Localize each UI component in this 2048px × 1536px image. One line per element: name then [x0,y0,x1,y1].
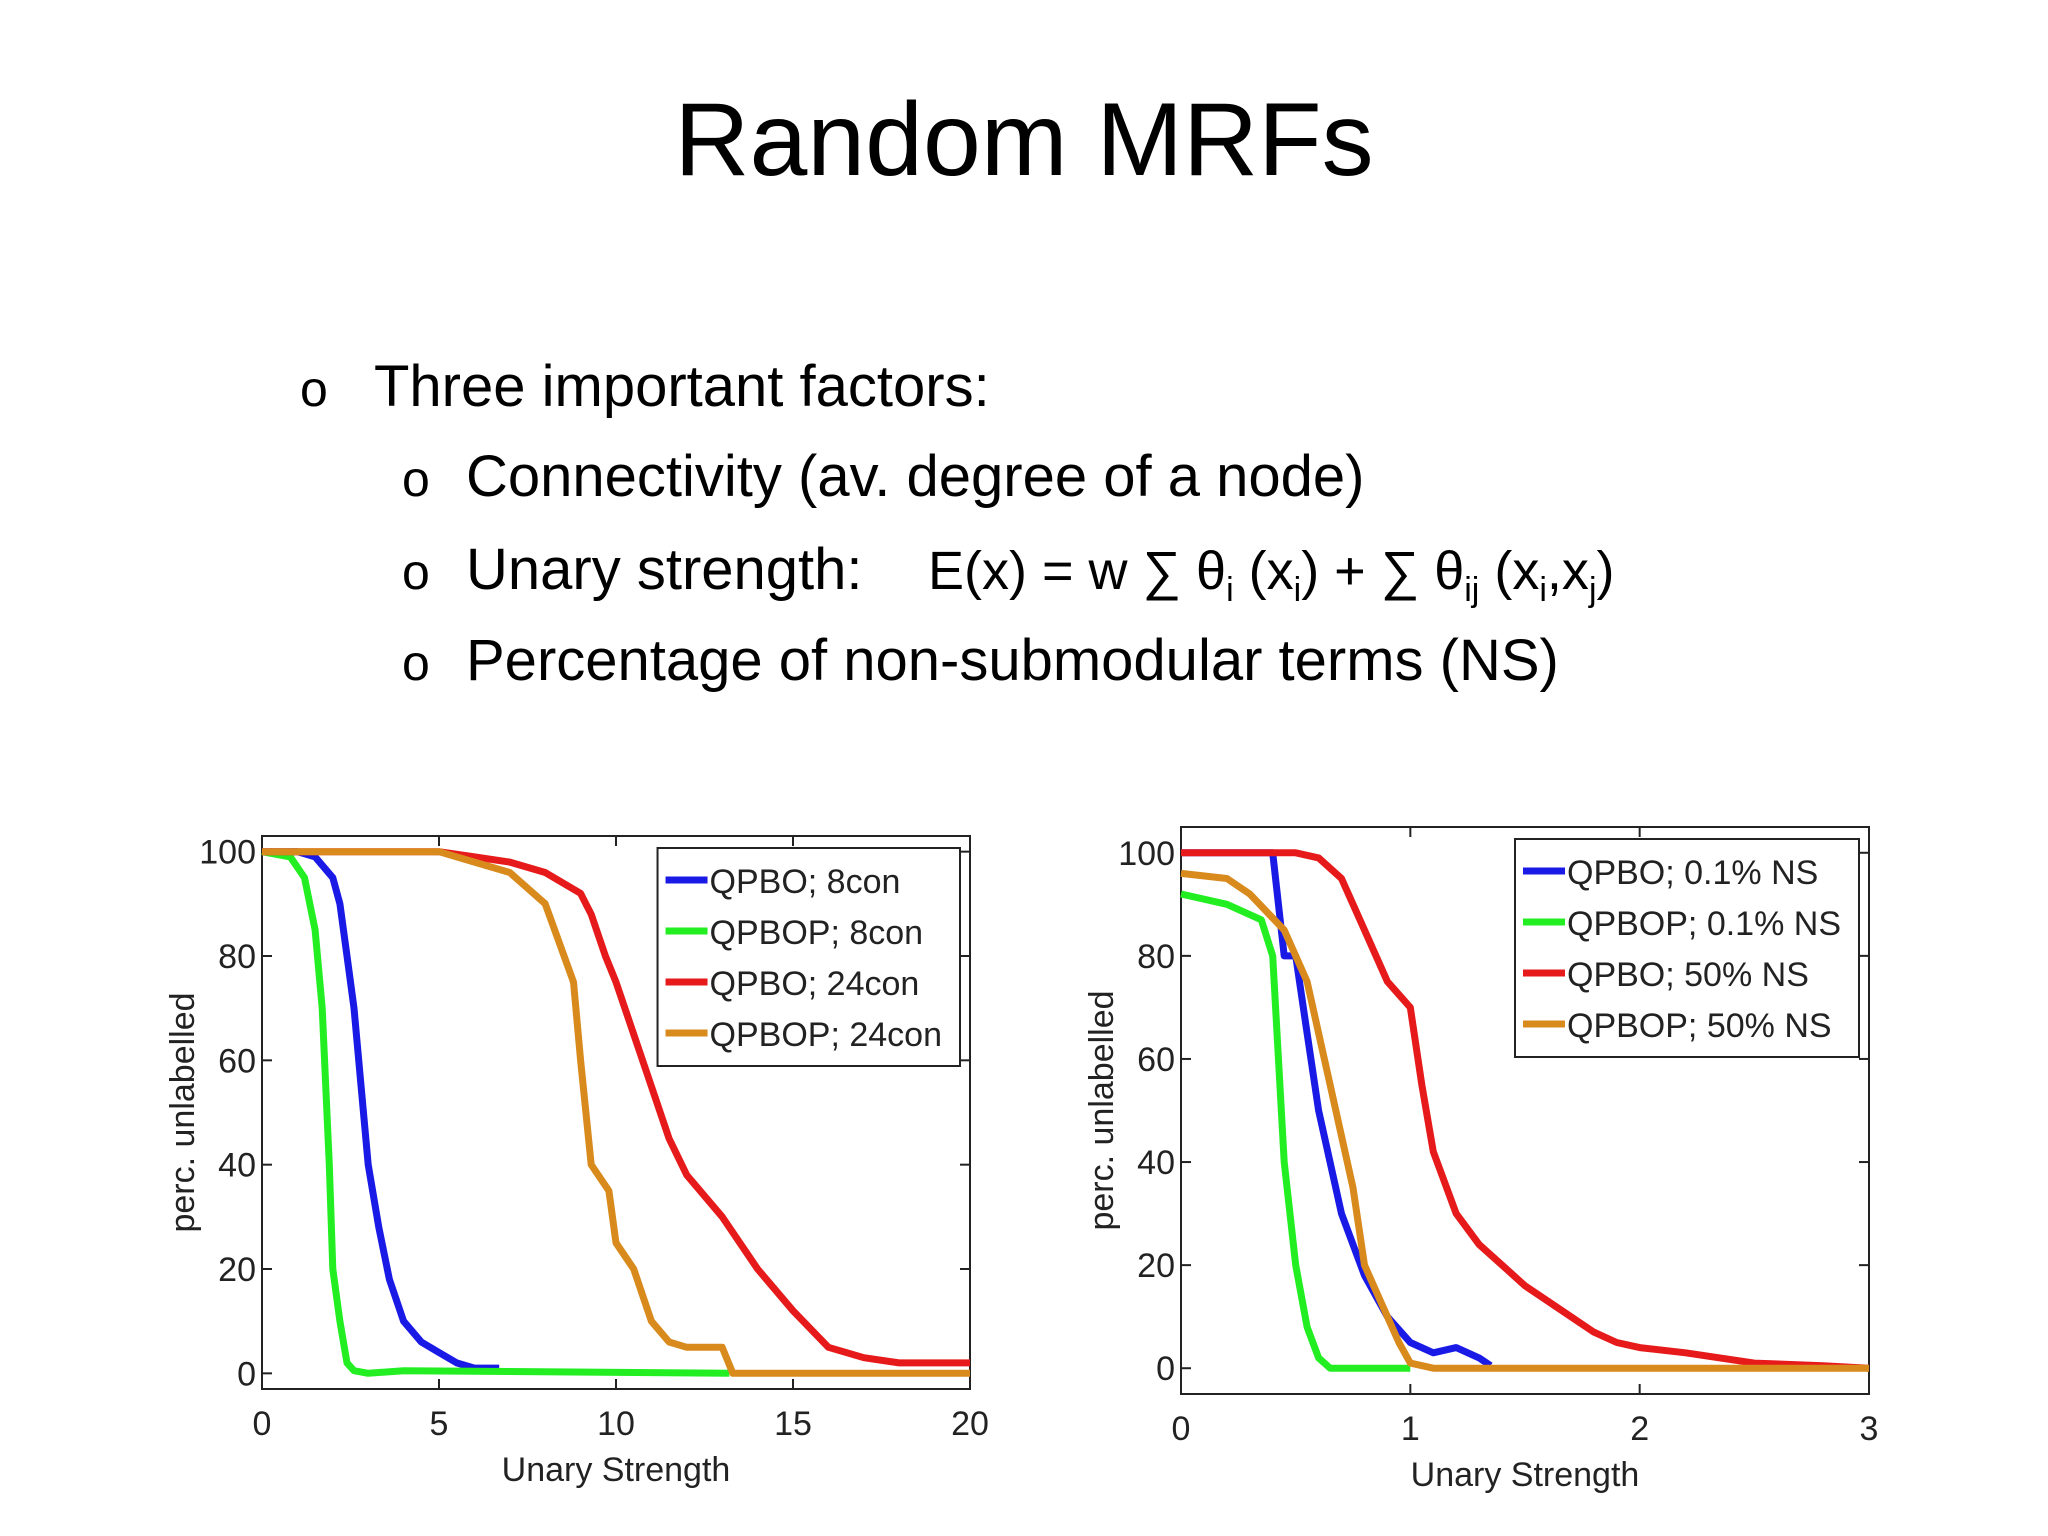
y-tick-label: 100 [1118,835,1175,873]
formula-part: ) [1597,541,1615,601]
x-tick-label: 20 [951,1405,989,1443]
bullet: Connectivity (av. degree of a node) [466,444,1364,509]
y-tick-label: 0 [1156,1350,1175,1388]
x-axis-label: Unary Strength [1411,1456,1640,1494]
formula-subscript: i [1539,571,1547,609]
legend-label: QPBO; 50% NS [1567,956,1809,994]
formula-subscript: j [1588,571,1597,609]
x-axis-label: Unary Strength [502,1451,731,1489]
formula-subscript: i [1294,571,1302,609]
y-tick-label: 80 [218,938,256,976]
y-axis-label: perc. unlabelled [164,992,202,1232]
formula-part: ,x [1547,541,1589,601]
legend-label: QPBO; 8con [710,863,901,901]
x-tick-label: 1 [1401,1410,1420,1448]
data-line [261,848,730,1377]
y-tick-label: 40 [1137,1144,1175,1182]
data-line [1181,849,1493,1369]
bullet-marker: o [300,361,328,417]
x-tick-label: 5 [430,1405,449,1443]
chart: 0 20 40 60 80 100 0 1 2 3 Unary Strength perc. unla… [1083,826,1879,1494]
legend-label: QPBO; 24con [710,965,920,1003]
legend: QPBO; 0.1% NS QPBOP; 0.1% NS QPBO; 50% NS Q… [1514,838,1860,1058]
y-tick-label: 20 [1137,1247,1175,1285]
legend-label: QPBOP; 0.1% NS [1567,905,1841,943]
legend-label: QPBO; 0.1% NS [1567,854,1818,892]
formula-part: (x [1234,541,1294,601]
data-line [262,848,970,1377]
data-line [262,848,970,1367]
x-tick-label: 2 [1630,1410,1649,1448]
formula-part: ) + ∑ θ [1301,541,1464,601]
bullet-marker: o [402,635,430,691]
formula-subscript: i [1226,571,1234,609]
y-tick-label: 40 [218,1147,256,1185]
y-tick-label: 80 [1137,938,1175,976]
legend-label: QPBOP; 8con [710,914,924,952]
y-tick-label: 0 [237,1355,256,1393]
bullet-marker: o [402,451,430,507]
data-line [262,848,500,1372]
formula-part: E(x) = w ∑ θ [928,541,1226,601]
bullet: Three important factors: [374,354,990,419]
legend-label: QPBOP; 50% NS [1567,1007,1832,1045]
legend-label: QPBOP; 24con [710,1016,942,1054]
data-line [1180,869,1869,1372]
y-tick-label: 100 [199,834,256,872]
x-tick-label: 0 [1172,1410,1191,1448]
y-tick-label: 60 [1137,1041,1175,1079]
formula: E(x) = w ∑ θi (xi) + ∑ θij (xi,xj) [928,541,1614,609]
x-tick-label: 15 [774,1405,812,1443]
y-axis-label: perc. unlabelled [1083,990,1121,1230]
slide-title: Random MRFs [674,82,1373,198]
x-tick-label: 3 [1860,1410,1879,1448]
legend: QPBO; 8con QPBOP; 8con QPBO; 24con QPBOP; 2… [656,847,961,1067]
bullet-marker: o [402,544,430,600]
data-line [1180,890,1411,1372]
bullet: Unary strength: [466,537,863,602]
y-tick-label: 20 [218,1251,256,1289]
legend-frame [1514,838,1860,1058]
formula-subscript: ij [1464,571,1479,609]
y-tick-label: 60 [218,1042,256,1080]
chart: 0 20 40 60 80 100 0 5 10 15 20 Unary Strength perc. … [164,834,989,1489]
bullet: Percentage of non-submodular terms (NS) [466,628,1559,693]
data-line [1181,849,1870,1372]
x-tick-label: 0 [253,1405,272,1443]
x-tick-label: 10 [597,1405,635,1443]
legend-frame [656,847,961,1067]
formula-part: (x [1479,541,1539,601]
